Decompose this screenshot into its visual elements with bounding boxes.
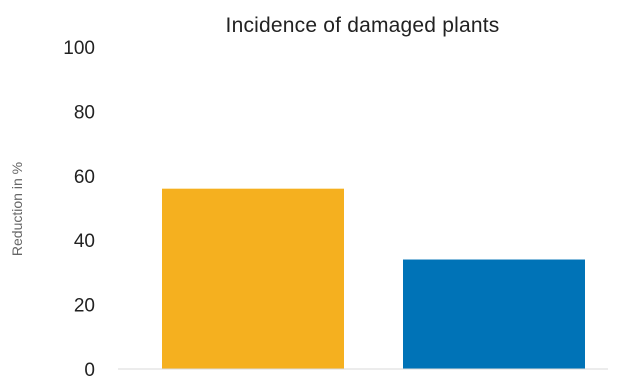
y-tick-label: 0: [84, 360, 95, 380]
bar-2: [403, 259, 585, 369]
bars: [162, 188, 585, 369]
y-tick-label: 60: [74, 167, 95, 188]
chart-title: Incidence of damaged plants: [225, 14, 500, 37]
y-axis-ticks: 0 20 40 60 80 100: [63, 38, 95, 380]
y-tick-label: 20: [74, 296, 95, 317]
bar-1: [162, 188, 344, 369]
y-tick-label: 100: [63, 38, 95, 59]
y-tick-label: 80: [74, 102, 95, 123]
y-tick-label: 40: [74, 231, 95, 252]
